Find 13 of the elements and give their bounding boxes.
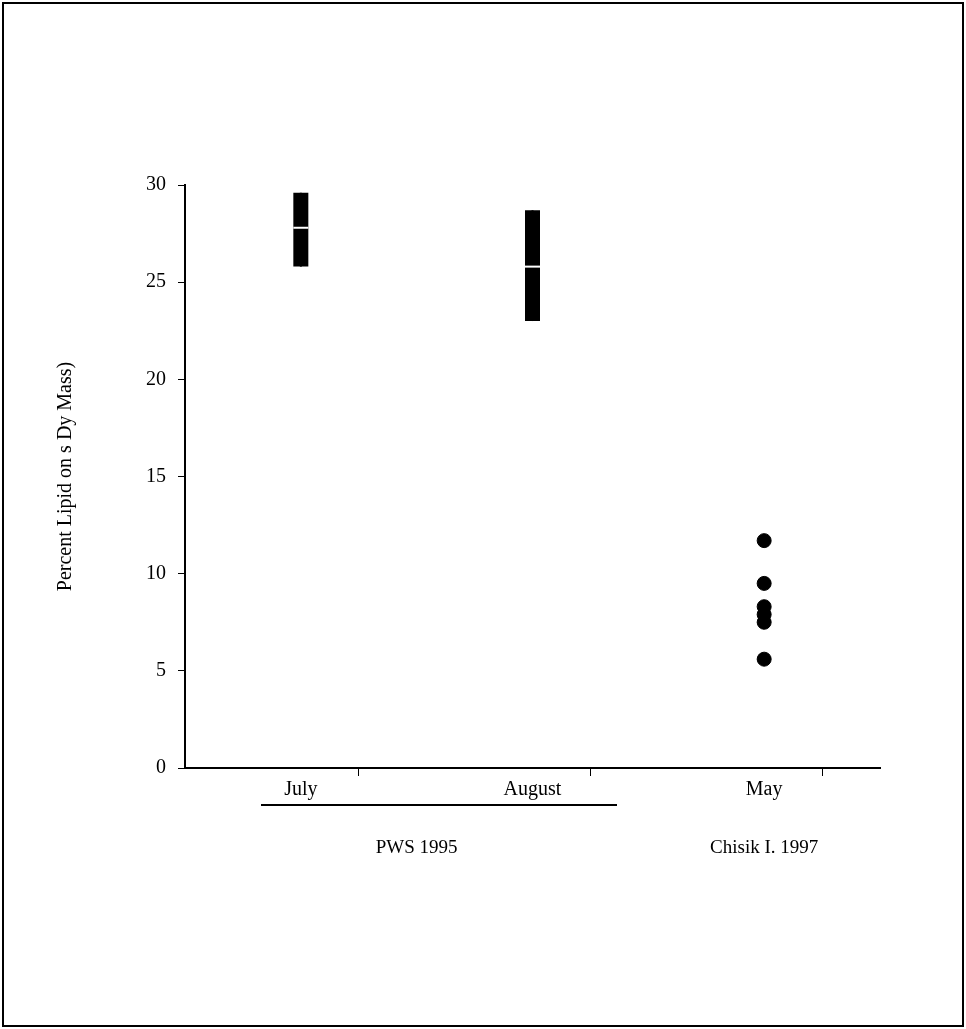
y-tick-label: 5 (156, 658, 166, 681)
x-tick-label: August (503, 777, 562, 801)
x-tick-label: May (745, 777, 783, 801)
y-tick-label: 0 (156, 755, 166, 778)
y-axis-title: Percent Lipid on s Dy Mass) (53, 361, 77, 592)
y-tick-label: 20 (146, 366, 166, 389)
y-tick-label: 30 (146, 172, 166, 195)
x-tick-label: July (284, 777, 318, 801)
y-tick-label: 15 (146, 463, 166, 486)
y-tick-label: 25 (146, 269, 166, 292)
text: Chisik I. 1997 (710, 835, 819, 857)
y-tick-label: 10 (146, 560, 166, 583)
text: PWS 1995 (375, 835, 458, 857)
